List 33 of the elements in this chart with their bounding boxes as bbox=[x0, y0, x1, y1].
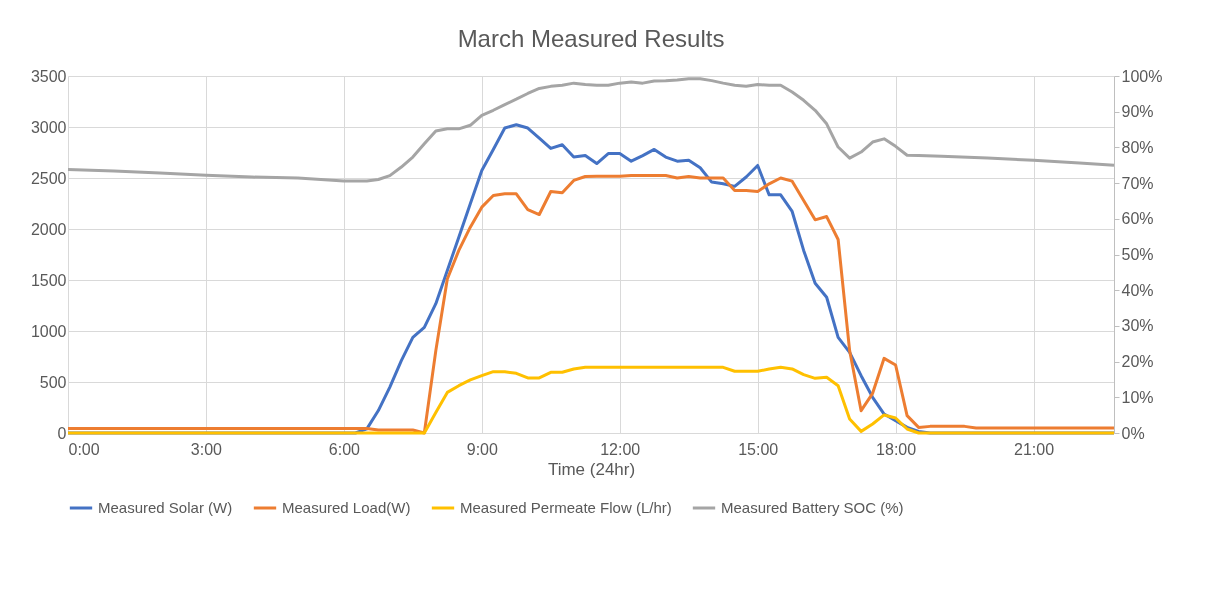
y-tick-label: 0 bbox=[57, 424, 67, 442]
x-tick-label: 6:00 bbox=[328, 440, 361, 458]
y-tick-label: 1000 bbox=[30, 322, 67, 340]
y-tick-label: 1500 bbox=[30, 271, 67, 289]
x-tick-label: 3:00 bbox=[190, 440, 223, 458]
y2-tick-label: 0% bbox=[1121, 424, 1145, 442]
chart-title: March Measured Results bbox=[457, 25, 725, 52]
legend-label: Measured Permeate Flow (L/hr) bbox=[460, 499, 672, 516]
x-tick-label: 21:00 bbox=[1014, 440, 1055, 458]
legend-label: Measured Load(W) bbox=[282, 499, 411, 516]
legend-label: Measured Battery SOC (%) bbox=[721, 499, 904, 516]
y-tick-label: 3000 bbox=[30, 118, 67, 136]
y2-tick-label: 20% bbox=[1121, 353, 1154, 371]
y-tick-label: 2000 bbox=[30, 220, 67, 238]
y2-tick-label: 60% bbox=[1121, 210, 1154, 228]
legend-label: Measured Solar (W) bbox=[98, 499, 233, 516]
y2-tick-label: 40% bbox=[1121, 281, 1154, 299]
y2-tick-label: 70% bbox=[1121, 174, 1154, 192]
x-tick-label: 0:00 bbox=[68, 440, 100, 458]
y2-tick-label: 90% bbox=[1121, 103, 1154, 121]
y2-tick-label: 10% bbox=[1121, 388, 1154, 406]
x-tick-label: 15:00 bbox=[738, 440, 779, 458]
x-tick-label: 12:00 bbox=[600, 440, 641, 458]
x-tick-label: 18:00 bbox=[876, 440, 917, 458]
y-tick-label: 3500 bbox=[30, 67, 67, 85]
y2-tick-label: 30% bbox=[1121, 317, 1154, 335]
x-tick-label: 9:00 bbox=[466, 440, 498, 458]
y2-tick-label: 100% bbox=[1121, 67, 1163, 85]
y2-tick-label: 50% bbox=[1121, 246, 1154, 263]
y2-tick-label: 80% bbox=[1121, 138, 1154, 156]
x-axis-title: Time (24hr) bbox=[547, 459, 636, 479]
y-tick-label: 2500 bbox=[30, 169, 67, 187]
y-tick-label: 500 bbox=[39, 373, 67, 391]
